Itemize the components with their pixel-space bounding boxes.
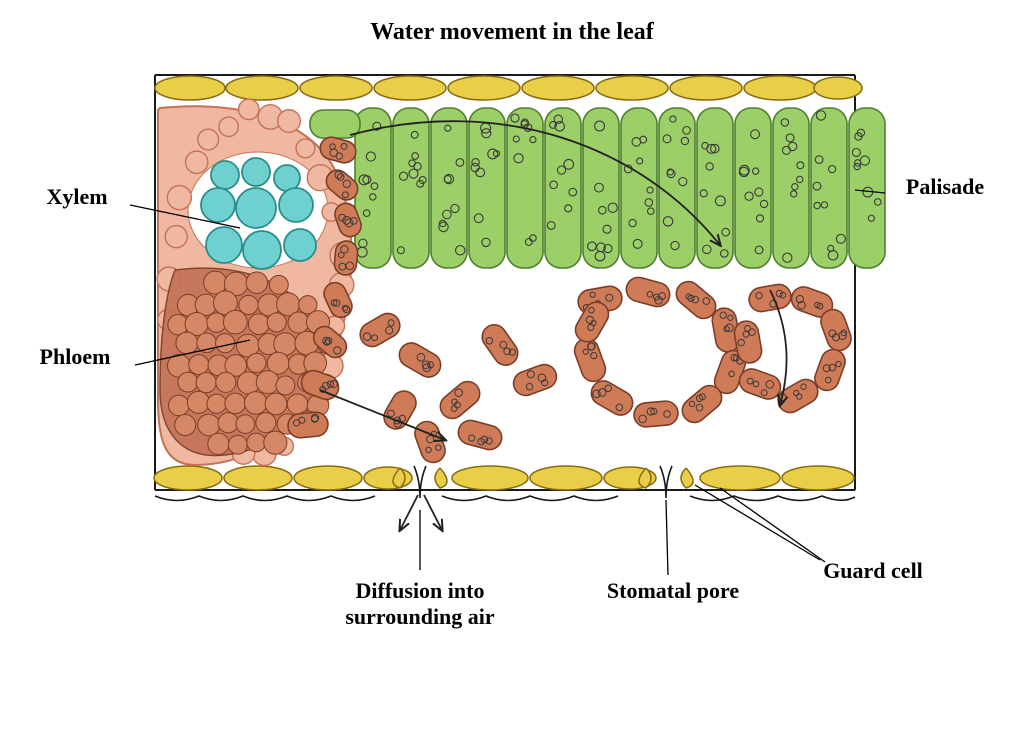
label-guard-cell: Guard cell (808, 558, 938, 584)
lower-cuticle (155, 496, 855, 501)
pore-1-gap (414, 466, 426, 498)
guard-cell-1-right (435, 468, 447, 488)
diagram-stage: Water movement in the leaf (0, 0, 1024, 731)
palisade-layer (328, 108, 885, 268)
guard-cell-2-right (681, 468, 693, 488)
pore-2-gap (660, 466, 672, 498)
label-palisade: Palisade (880, 174, 1010, 200)
to-stoma (320, 390, 445, 440)
diffuse-left (400, 495, 418, 530)
label-diffusion: Diffusion into surrounding air (315, 578, 525, 631)
lower-epidermis (154, 466, 854, 490)
label-phloem: Phloem (15, 344, 135, 370)
xylem-vessels (201, 158, 316, 269)
stomatal-leader (666, 500, 668, 575)
upper-epidermis (155, 76, 862, 100)
diffuse-right (424, 495, 442, 530)
guard-leader-1 (695, 485, 820, 560)
label-stomatal-pore: Stomatal pore (598, 578, 748, 604)
label-xylem: Xylem (22, 184, 132, 210)
